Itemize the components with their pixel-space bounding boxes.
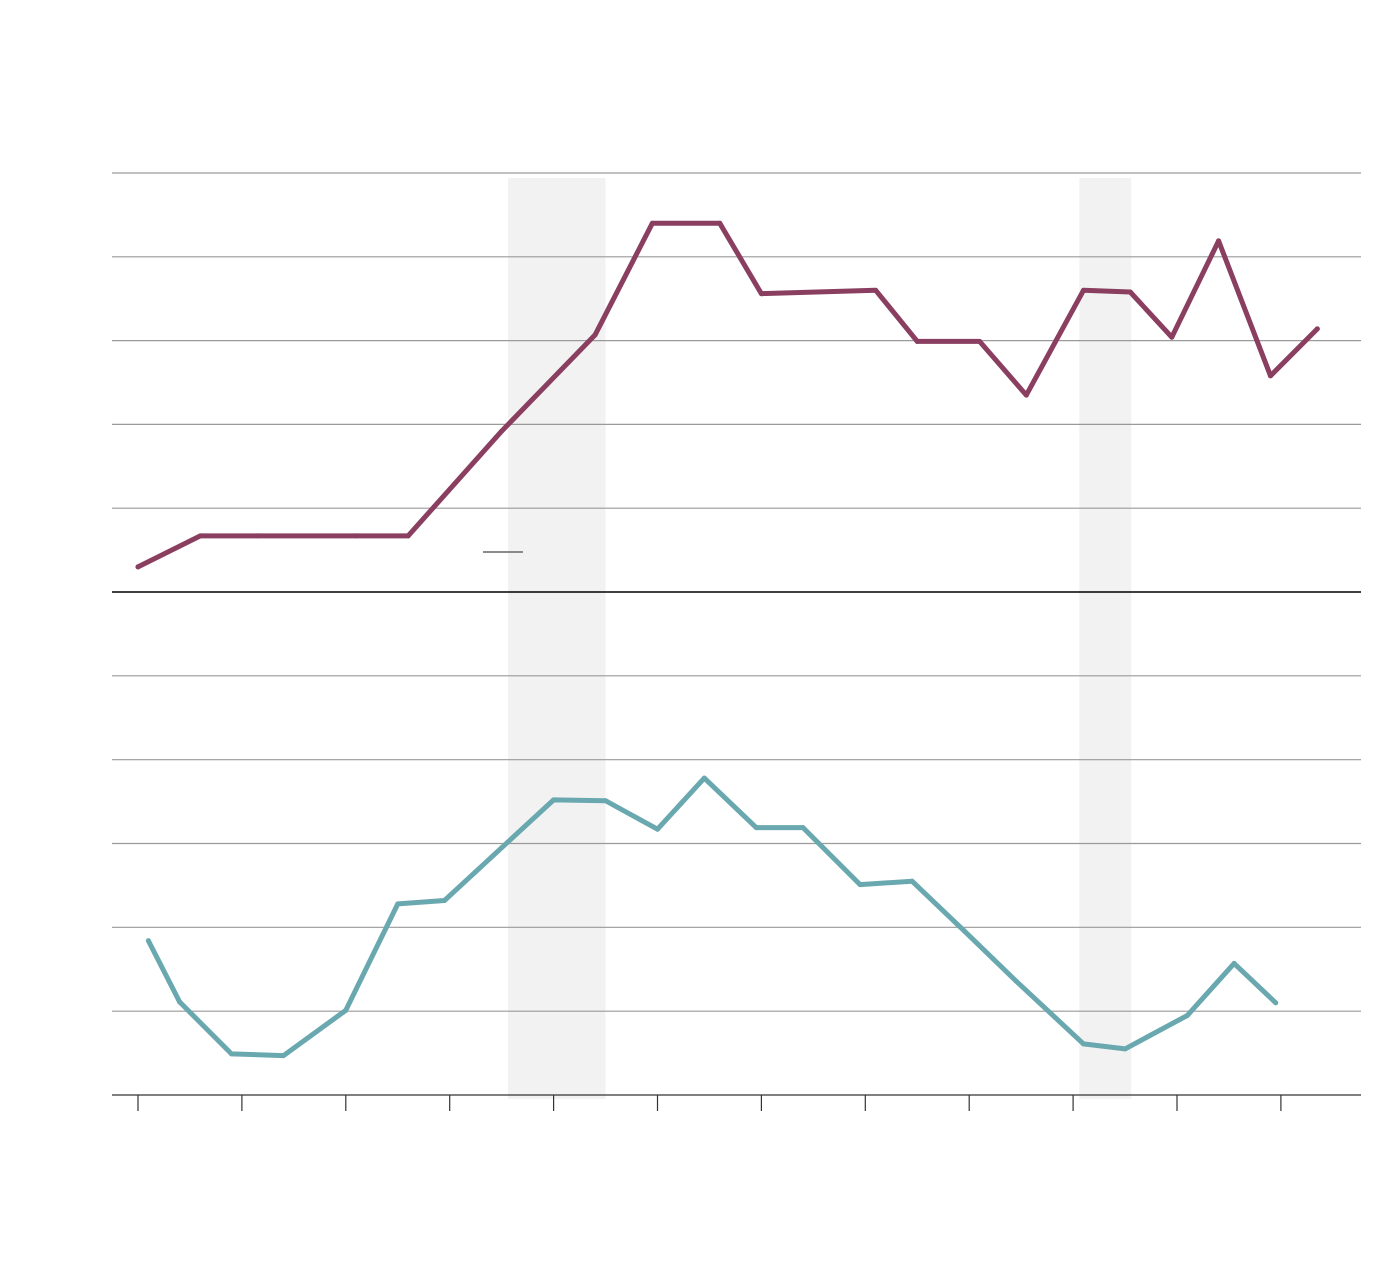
gridlines — [112, 172, 1361, 1012]
data-point-panel2-17 — [1013, 978, 1019, 984]
data-point-panel1-18 — [1268, 373, 1274, 379]
data-point-panel2-14 — [857, 882, 863, 888]
shaded-region-1 — [507, 178, 606, 1099]
data-point-panel1-1 — [197, 533, 203, 539]
data-point-panel2-2 — [229, 1051, 235, 1057]
data-point-panel1-15 — [1127, 289, 1133, 295]
shaded-regions — [507, 178, 1132, 1099]
data-point-panel2-10 — [655, 826, 660, 832]
data-point-panel2-20 — [1184, 1012, 1190, 1018]
data-point-panel2-21 — [1231, 960, 1237, 966]
data-point-panel2-8 — [551, 797, 557, 803]
data-point-panel1-12 — [977, 338, 983, 344]
data-point-panel2-22 — [1273, 1000, 1279, 1006]
data-point-panel1-6 — [592, 332, 598, 338]
data-point-panel2-6 — [442, 898, 448, 904]
data-point-panel2-1 — [177, 999, 183, 1005]
data-point-panel1-10 — [873, 287, 879, 293]
data-point-panel1-4 — [405, 533, 411, 539]
data-point-panel2-13 — [800, 825, 806, 831]
data-point-panel2-16 — [961, 928, 967, 934]
data-point-panel2-4 — [343, 1007, 349, 1013]
data-point-panel1-9 — [758, 291, 764, 297]
data-point-panel2-5 — [395, 901, 401, 907]
data-point-panel1-8 — [717, 220, 723, 226]
data-point-panel1-0 — [135, 564, 141, 570]
shaded-region-2 — [1079, 178, 1132, 1099]
data-point-panel1-2 — [254, 533, 260, 539]
data-point-panel2-7 — [499, 845, 505, 851]
data-point-panel1-7 — [649, 220, 655, 226]
data-point-panel1-17 — [1216, 238, 1222, 244]
data-point-panel2-19 — [1122, 1046, 1128, 1052]
series-lines — [135, 220, 1320, 1059]
data-point-panel1-5 — [499, 428, 505, 434]
data-point-panel1-14 — [1080, 287, 1086, 293]
data-point-panel2-3 — [280, 1053, 286, 1059]
data-point-panel1-11 — [914, 338, 920, 344]
data-point-panel1-19 — [1314, 326, 1320, 332]
data-point-panel2-0 — [145, 938, 151, 944]
axes — [112, 591, 1361, 1111]
data-point-panel2-15 — [909, 878, 915, 884]
series-line-panel1 — [135, 220, 1320, 570]
data-point-panel2-9 — [603, 798, 609, 804]
data-point-panel1-13 — [1023, 392, 1029, 398]
data-point-panel1-16 — [1169, 334, 1175, 340]
data-point-panel2-18 — [1080, 1041, 1086, 1047]
data-point-panel2-11 — [701, 775, 707, 781]
data-point-panel2-12 — [753, 825, 759, 831]
data-point-panel1-3 — [353, 533, 359, 539]
